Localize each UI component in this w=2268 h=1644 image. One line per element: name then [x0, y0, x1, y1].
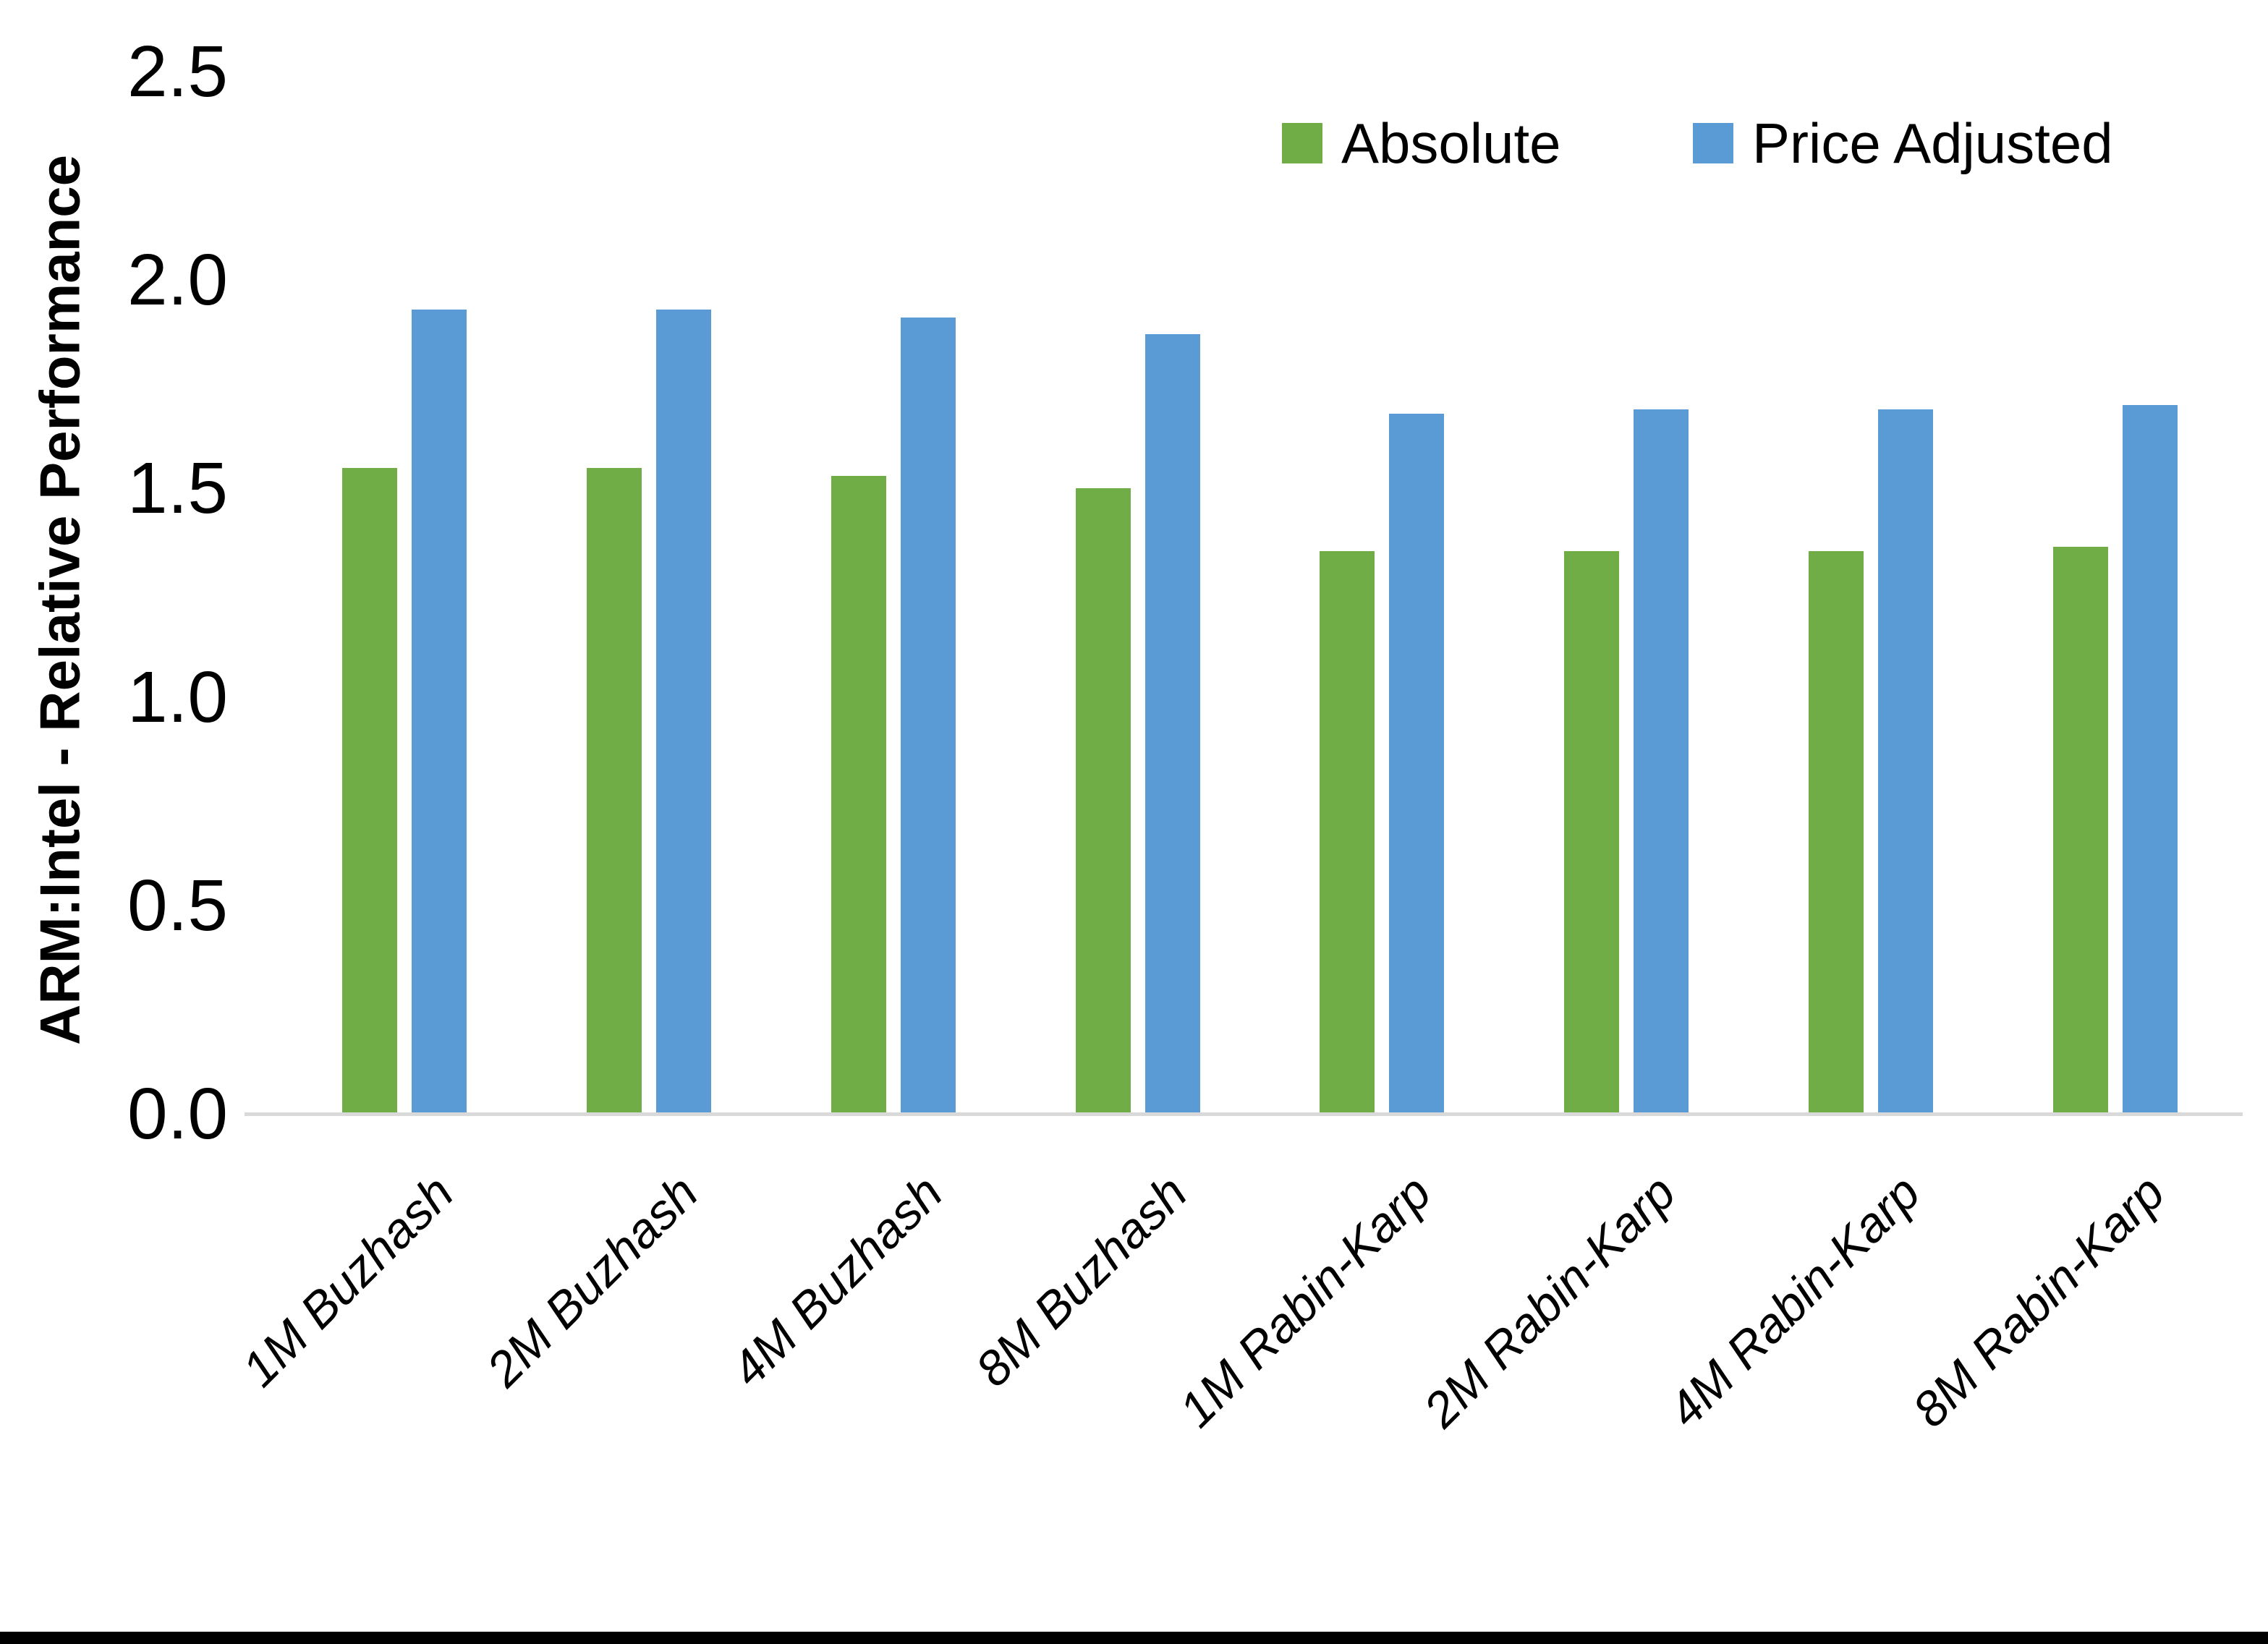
bar-price-adjusted-1 — [411, 309, 467, 1114]
figure-bottom-border — [0, 1632, 2268, 1644]
category-slot-4 — [1016, 72, 1260, 1114]
plot-area — [282, 72, 2238, 1114]
legend-swatch-price-adjusted — [1693, 123, 1733, 163]
bar-price-adjusted-5 — [1389, 413, 1445, 1114]
bar-price-adjusted-2 — [655, 309, 711, 1114]
bar-absolute-5 — [1320, 550, 1375, 1114]
x-label-3: 4M Buzhash — [720, 1164, 954, 1397]
y-tick-1.0: 1.0 — [127, 656, 228, 738]
bar-absolute-3 — [831, 476, 886, 1114]
y-tick-2.0: 2.0 — [127, 239, 228, 321]
bar-absolute-2 — [586, 467, 642, 1114]
y-axis-title: ARM:Intel - Relative Performance — [27, 155, 92, 1046]
legend-item-absolute: Absolute — [1282, 114, 1561, 172]
category-slot-7 — [1749, 72, 1993, 1114]
x-label-5: 1M Rabin-Karp — [1168, 1164, 1442, 1438]
x-label-4: 8M Buzhash — [964, 1164, 1197, 1397]
bar-absolute-7 — [1809, 550, 1864, 1114]
bar-price-adjusted-7 — [1878, 409, 1934, 1114]
x-label-1: 1M Buzhash — [232, 1164, 464, 1397]
bar-price-adjusted-4 — [1144, 334, 1200, 1114]
y-tick-1.5: 1.5 — [127, 448, 228, 529]
legend-label-absolute: Absolute — [1341, 111, 1561, 175]
legend-item-price-adjusted: Price Adjusted — [1693, 114, 2113, 172]
bar-price-adjusted-6 — [1634, 409, 1689, 1114]
bar-absolute-8 — [2053, 547, 2109, 1114]
y-tick-2.5: 2.5 — [127, 31, 228, 112]
legend-label-price-adjusted: Price Adjusted — [1752, 111, 2113, 175]
bar-absolute-4 — [1075, 488, 1131, 1114]
x-label-6: 2M Rabin-Karp — [1413, 1164, 1686, 1438]
x-label-2: 2M Buzhash — [476, 1164, 709, 1397]
x-axis-line — [245, 1112, 2243, 1116]
bar-price-adjusted-3 — [900, 318, 956, 1114]
category-slot-1 — [282, 72, 527, 1114]
bar-price-adjusted-8 — [2123, 405, 2178, 1114]
legend-swatch-absolute — [1282, 123, 1322, 163]
bar-absolute-1 — [341, 467, 397, 1114]
y-tick-0.5: 0.5 — [127, 864, 228, 946]
category-slot-2 — [527, 72, 771, 1114]
category-slot-8 — [1993, 72, 2238, 1114]
bar-absolute-6 — [1564, 550, 1620, 1114]
category-slot-5 — [1260, 72, 1505, 1114]
y-tick-0.0: 0.0 — [127, 1073, 228, 1154]
x-label-8: 8M Rabin-Karp — [1902, 1164, 2175, 1438]
x-label-7: 4M Rabin-Karp — [1657, 1164, 1931, 1438]
category-slot-6 — [1504, 72, 1749, 1114]
category-slot-3 — [771, 72, 1016, 1114]
